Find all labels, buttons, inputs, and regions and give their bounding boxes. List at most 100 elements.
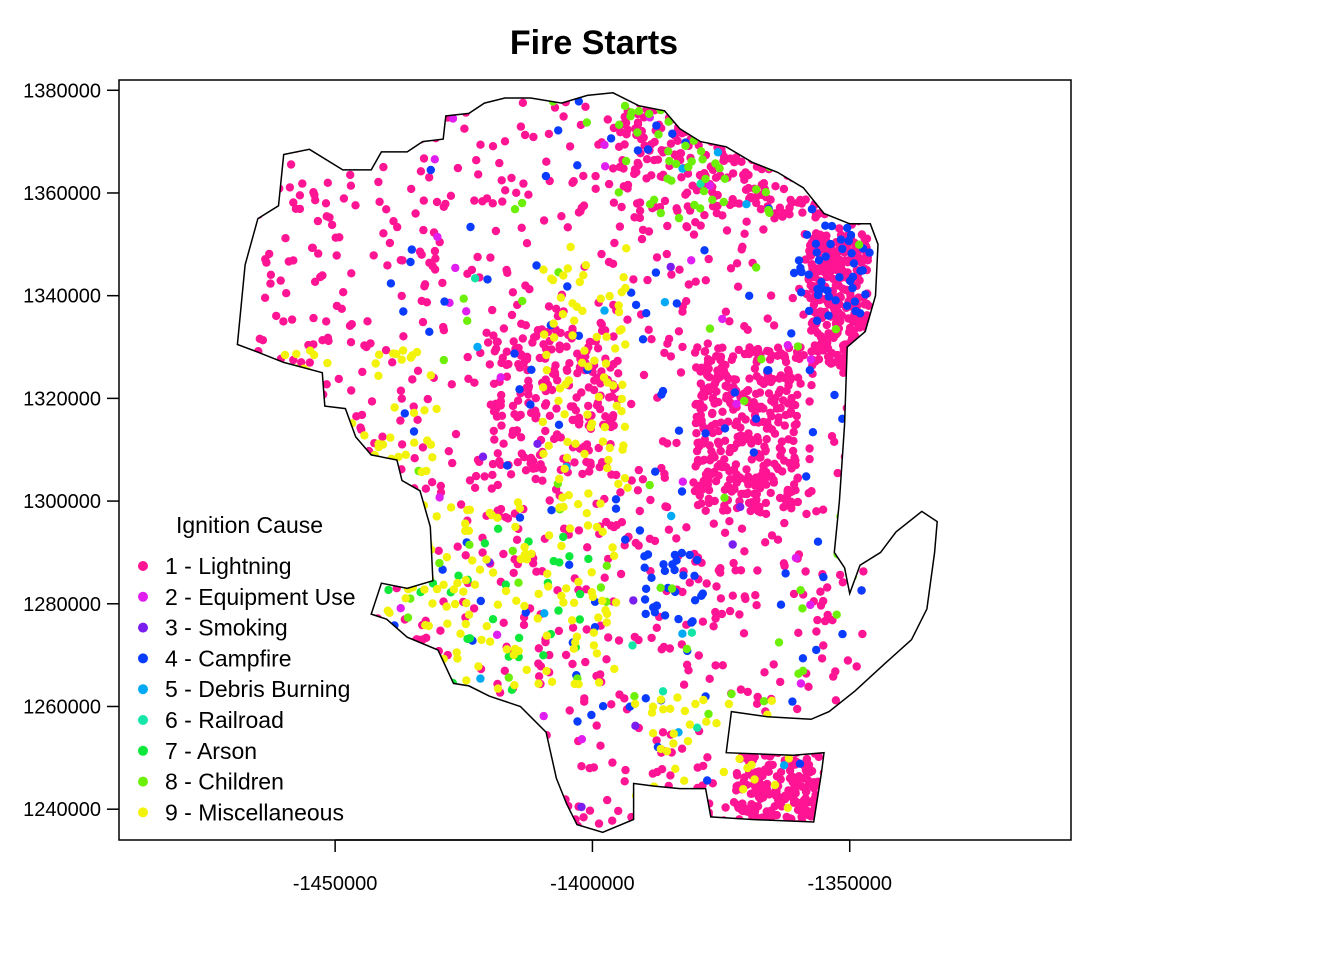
fire-point [651,467,660,476]
x-tick-label: -1450000 [293,873,378,895]
fire-point [579,271,588,280]
fire-point [786,407,796,416]
fire-point [679,110,688,120]
fire-point [744,100,753,109]
fire-point [801,195,810,204]
fire-point [737,524,747,533]
fire-point [701,174,710,184]
fire-point [421,688,430,697]
fire-point [731,566,740,575]
fire-point [319,723,329,732]
fire-point [732,259,742,268]
fire-point [563,264,572,273]
fire-point [818,816,828,826]
fire-point [573,500,583,509]
legend-swatch [138,591,148,602]
fire-point [522,665,531,675]
fire-point [526,400,535,409]
fire-point [607,470,616,479]
fire-point [310,438,320,447]
fire-point [742,754,752,763]
fire-point [761,188,771,197]
fire-point [770,780,780,790]
fire-point [660,348,669,358]
fire-point [493,600,503,609]
fire-point [681,190,690,199]
fire-point [697,591,706,600]
fire-point [403,759,413,768]
fire-point [410,760,420,769]
fire-point [480,539,490,548]
fire-point [768,110,777,120]
fire-point [728,486,737,495]
fire-point [745,374,754,383]
fire-point [510,555,519,564]
fire-point [497,421,506,430]
fire-point [634,465,643,475]
fire-point [805,454,814,464]
fire-point [700,246,709,255]
fire-point [345,634,354,643]
fire-point [445,725,454,734]
fire-point [478,548,487,557]
fire-point [609,359,618,369]
fire-point [776,677,785,687]
fire-point [418,443,428,452]
fire-point [709,380,719,390]
fire-point [829,182,839,191]
fire-point [245,397,255,406]
fire-point [647,171,656,180]
fire-point [857,112,866,122]
fire-point [533,439,542,448]
fire-points [238,96,880,833]
legend-swatch [138,684,148,695]
fire-point [442,553,452,562]
fire-point [295,191,305,200]
fire-point [400,661,409,670]
fire-point [520,130,530,140]
fire-point [488,615,498,624]
fire-point [616,488,625,497]
fire-point [793,373,803,382]
fire-point [678,629,687,638]
fire-point [374,371,383,380]
fire-point [800,140,809,149]
fire-point [286,466,295,476]
fire-point [643,145,653,154]
fire-point [673,693,682,702]
fire-point [431,821,440,830]
fire-point [339,194,349,203]
fire-point [309,378,318,387]
fire-point [539,711,548,721]
fire-point [378,806,388,815]
fire-point [745,291,754,300]
fire-point [379,229,388,238]
fire-point [816,587,825,596]
fire-point [520,550,529,559]
fire-point [827,203,836,212]
fire-point [366,339,375,348]
fire-point [721,803,730,812]
fire-point [577,802,586,812]
y-tick-label: 1320000 [23,388,101,410]
fire-point [279,317,288,326]
fire-point [871,196,880,206]
fire-point [510,205,520,214]
fire-point [386,279,396,288]
fire-point [756,122,765,132]
fire-point [254,397,263,406]
fire-point [718,343,727,352]
fire-point [390,403,399,412]
fire-point [769,160,779,169]
fire-point [422,633,431,642]
fire-point [583,410,592,419]
fire-point [408,106,417,115]
fire-point [833,468,842,478]
fire-point [807,205,817,214]
fire-point [864,337,874,346]
fire-point [383,606,392,615]
fire-point [488,568,498,577]
fire-point [412,734,421,744]
fire-point [819,641,828,650]
fire-point [608,758,617,767]
